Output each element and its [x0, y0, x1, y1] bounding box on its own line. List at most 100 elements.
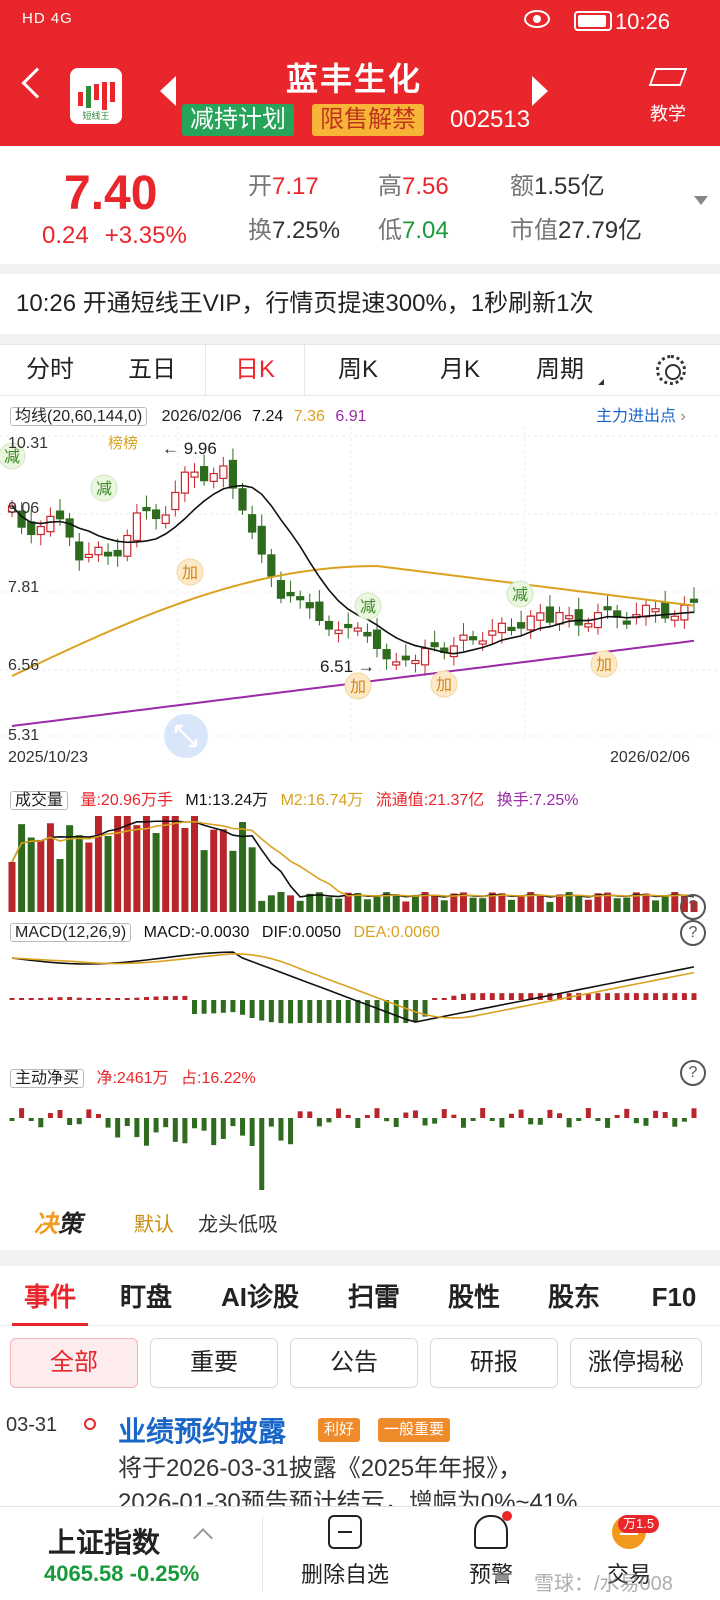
volume-bar — [479, 898, 487, 912]
app-header: HD 4G 10:26 短线王 蓝丰生化 减持计划 限售解禁 002513 教学 — [0, 0, 720, 146]
add-badge-text: 加 — [350, 678, 366, 696]
volume-bar — [239, 822, 247, 912]
net-buy-bar — [432, 1118, 438, 1124]
macd-bar — [105, 998, 111, 1000]
macd-bar — [143, 997, 149, 1000]
help-icon[interactable]: ? — [680, 920, 706, 946]
index-name[interactable]: 上证指数 — [48, 1527, 161, 1558]
macd-bar — [124, 998, 130, 1000]
volume-bar — [335, 898, 343, 912]
tab-five-day[interactable]: 五日 — [128, 356, 176, 383]
net-buy-bar — [230, 1118, 236, 1127]
macd-bar — [480, 993, 486, 1000]
macd-selector[interactable]: MACD(12,26,9) — [10, 923, 132, 942]
tab-shareholders[interactable]: 股东 — [547, 1282, 600, 1312]
minus-icon — [328, 1515, 362, 1549]
ma-info: 均线(20,60,144,0) 2026/02/06 7.24 7.36 6.9… — [10, 402, 367, 426]
macd-bar — [38, 998, 44, 1000]
expand-quote-icon[interactable] — [694, 196, 708, 205]
y-label: 7.81 — [8, 579, 39, 596]
chip-announcement[interactable]: 公告 — [290, 1338, 418, 1388]
vip-banner[interactable]: 10:26 开通短线王VIP，行情页提速300%，1秒刷新1次 — [16, 290, 594, 317]
main-force-link[interactable]: 主力进出点 › — [596, 408, 686, 425]
strategy-default[interactable]: 默认 — [134, 1214, 174, 1236]
add-badge: 加 — [176, 558, 204, 586]
help-icon[interactable]: ? — [680, 894, 706, 920]
tab-f10[interactable]: F10 — [651, 1282, 697, 1312]
add-badge-bg — [344, 672, 372, 700]
net-buy-bar — [211, 1118, 217, 1146]
candle-body — [65, 518, 74, 538]
volume-bar — [344, 892, 352, 912]
macd-bar — [633, 993, 639, 1000]
alert-button[interactable]: 预警 — [436, 1511, 546, 1589]
ma60-line — [11, 564, 695, 677]
event-title[interactable]: 业绩预约披露 — [118, 1416, 287, 1447]
volume-bar — [652, 900, 660, 912]
volume-bar — [383, 892, 391, 912]
reduce-plan-tag[interactable]: 减持计划 — [182, 104, 294, 136]
tab-daily-k[interactable]: 日K — [205, 345, 305, 395]
tab-weekly-k[interactable]: 周K — [337, 356, 378, 383]
prev-stock-icon[interactable] — [160, 76, 176, 106]
chip-limit-up[interactable]: 涨停揭秘 — [570, 1338, 702, 1388]
chip-important[interactable]: 重要 — [150, 1338, 278, 1388]
volume-bar — [200, 850, 208, 912]
app-logo[interactable]: 短线王 — [70, 68, 122, 124]
divider — [0, 264, 720, 274]
candle-body — [228, 459, 238, 489]
strategy-name[interactable]: 龙头低吸 — [198, 1214, 278, 1236]
active-buy-selector[interactable]: 主动净买 — [10, 1069, 85, 1088]
net-buy-bar — [422, 1118, 428, 1126]
quote-panel: 7.40 0.24 +3.35% 开7.17 高7.56 额1.55亿 换7.25… — [0, 146, 720, 264]
add-badge: 加 — [344, 672, 372, 700]
clock: 10:26 — [614, 9, 670, 34]
teach-button[interactable]: 教学 — [636, 64, 700, 134]
back-icon[interactable] — [21, 67, 53, 99]
candle-body — [132, 512, 141, 542]
chip-research[interactable]: 研报 — [430, 1338, 558, 1388]
volume-bar — [354, 893, 362, 912]
tab-mine-sweep[interactable]: 扫雷 — [347, 1282, 400, 1312]
tab-period[interactable]: 周期 — [510, 345, 610, 395]
lockup-release-tag[interactable]: 限售解禁 — [312, 104, 424, 136]
chip-all[interactable]: 全部 — [10, 1338, 138, 1388]
lhb-marker: 榜榜 — [108, 435, 138, 452]
event-item[interactable]: 03-31 业绩预约披露 利好 一般重要 将于2026-03-31披露《2025… — [0, 1406, 720, 1516]
candle-body — [651, 608, 660, 613]
macd-bar — [201, 1000, 207, 1014]
net-buy-bar — [268, 1118, 274, 1127]
macd-bar — [95, 998, 101, 1000]
volume-bar — [181, 828, 189, 912]
volume-bar — [604, 892, 612, 912]
add-badge-text: 加 — [596, 656, 612, 674]
volume-selector[interactable]: 成交量 — [10, 791, 69, 810]
tab-ai-diagnosis[interactable]: AI诊股 — [220, 1282, 299, 1312]
volume-bar — [575, 896, 583, 912]
gear-icon[interactable] — [656, 355, 686, 385]
macd-bar — [278, 1000, 284, 1024]
macd-bar — [508, 993, 514, 1000]
candle-body — [603, 606, 612, 611]
tab-watch[interactable]: 盯盘 — [119, 1282, 172, 1312]
macd-bar — [460, 993, 466, 1000]
chevron-up-icon[interactable] — [193, 1528, 213, 1548]
net-buy-bar — [374, 1108, 380, 1118]
tab-events[interactable]: 事件 — [0, 1270, 100, 1326]
ma-selector[interactable]: 均线(20,60,144,0) — [10, 407, 148, 426]
volume-bar — [402, 901, 410, 912]
tab-stock-traits[interactable]: 股性 — [447, 1282, 500, 1312]
macd-bar — [605, 993, 611, 1000]
candle-body — [449, 645, 458, 658]
help-icon[interactable]: ? — [680, 1060, 706, 1086]
tab-monthly-k[interactable]: 月K — [439, 356, 480, 383]
net-buy-bar — [76, 1118, 82, 1125]
next-stock-icon[interactable] — [532, 76, 548, 106]
volume-bar — [632, 892, 640, 912]
macd-bar — [134, 997, 140, 1000]
net-buy-bar — [240, 1118, 246, 1136]
remove-watchlist-button[interactable]: 删除自选 — [290, 1515, 400, 1589]
tab-intraday[interactable]: 分时 — [26, 356, 74, 383]
net-buy-bar — [470, 1118, 476, 1121]
